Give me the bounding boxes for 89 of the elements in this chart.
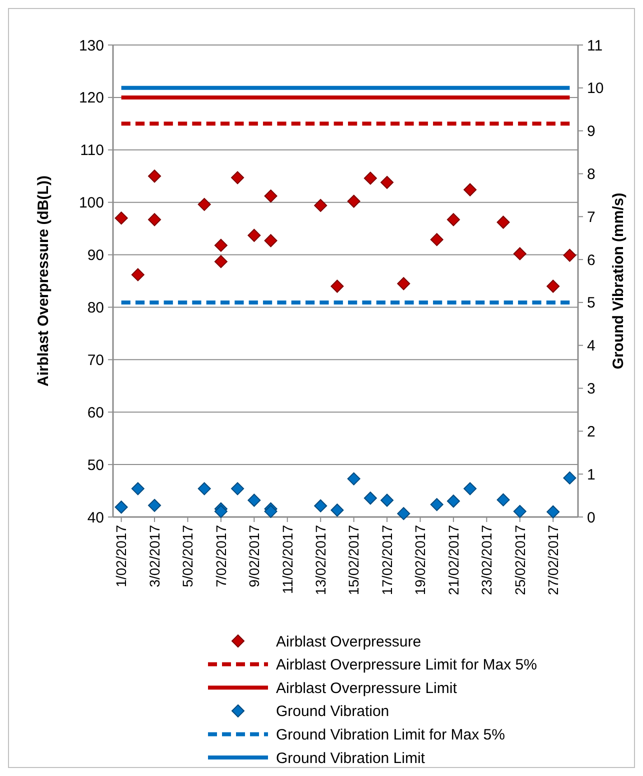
point — [264, 234, 278, 248]
y-tick-label: 70 — [87, 352, 104, 369]
point — [231, 171, 244, 184]
x-tick-label: 9/02/2017 — [246, 524, 262, 588]
point — [563, 248, 576, 262]
y2-axis-title: Ground Vibration (mm/s) — [610, 192, 627, 370]
point — [464, 183, 477, 196]
x-tick-label: 15/02/2017 — [346, 524, 362, 596]
point — [131, 268, 144, 282]
point — [364, 492, 377, 505]
y2-tick-label: 1 — [587, 466, 596, 484]
point — [198, 482, 211, 496]
y-tick-label: 60 — [87, 404, 104, 422]
point — [380, 494, 394, 507]
y2-tick-label: 9 — [587, 123, 596, 140]
y2-tick-label: 0 — [587, 509, 596, 526]
x-tick-label: 19/02/2017 — [412, 524, 428, 596]
point — [148, 498, 162, 512]
point — [496, 216, 510, 229]
point — [563, 471, 576, 484]
x-tick-label: 7/02/2017 — [212, 524, 229, 588]
y-tick-label: 130 — [78, 37, 104, 54]
point — [347, 472, 360, 486]
y2-tick-label: 2 — [587, 423, 596, 440]
point — [496, 493, 510, 506]
x-tick-label: 25/02/2017 — [512, 524, 528, 596]
point — [430, 498, 444, 512]
y-tick-label: 80 — [87, 299, 104, 316]
point — [231, 482, 244, 496]
point — [364, 172, 377, 185]
point — [264, 190, 278, 203]
legend-label: Ground Vibration Limit — [276, 750, 426, 767]
y-tick-label: 110 — [80, 142, 104, 160]
point — [513, 247, 526, 260]
x-tick-label: 23/02/2017 — [478, 524, 495, 596]
y-tick-label: 40 — [87, 509, 104, 526]
legend-label: Airblast Overpressure Limit — [276, 680, 458, 697]
point — [248, 228, 261, 242]
legend-label: Airblast Overpressure Limit for Max 5% — [276, 656, 537, 674]
point — [264, 504, 278, 518]
point — [314, 198, 328, 212]
y2-tick-label: 7 — [587, 208, 596, 226]
point — [148, 213, 162, 226]
legend-label: Ground Vibration — [276, 703, 390, 720]
y-tick-label: 90 — [87, 247, 104, 264]
x-tick-label: 3/02/2017 — [146, 524, 162, 588]
y2-tick-label: 11 — [587, 37, 603, 54]
legend-label: Ground Vibration Limit for Max 5% — [276, 726, 505, 744]
point — [248, 494, 261, 507]
y2-tick-label: 5 — [587, 294, 596, 312]
x-tick-label: 13/02/2017 — [312, 524, 328, 596]
legend-label: Airblast Overpressure — [276, 633, 422, 650]
x-tick-label: 21/02/2017 — [445, 524, 462, 596]
y2-tick-label: 10 — [587, 80, 604, 98]
point — [198, 198, 211, 211]
x-tick-label: 27/02/2017 — [544, 524, 561, 596]
y-tick-label: 50 — [87, 456, 104, 474]
point — [114, 212, 128, 225]
point — [214, 504, 228, 518]
point — [347, 194, 360, 208]
point — [513, 504, 526, 518]
x-tick-label: 17/02/2017 — [378, 524, 395, 596]
x-tick-label: 1/02/2017 — [113, 524, 130, 588]
point — [148, 170, 162, 183]
y-tick-label: 120 — [78, 90, 104, 107]
point — [114, 500, 128, 514]
point — [380, 176, 394, 189]
point — [314, 499, 328, 512]
y-tick-label: 100 — [78, 194, 104, 212]
point — [214, 238, 228, 252]
point — [397, 507, 410, 520]
y2-tick-label: 4 — [587, 338, 596, 355]
x-tick-label: 5/02/2017 — [180, 524, 196, 588]
point — [446, 494, 460, 508]
point — [546, 505, 560, 518]
y2-tick-label: 8 — [587, 166, 596, 183]
point — [546, 280, 560, 293]
point — [330, 280, 344, 293]
point — [430, 233, 444, 246]
point — [214, 255, 228, 268]
y2-tick-label: 6 — [587, 252, 596, 269]
y-axis-title: Airblast Overpressure (dB(L)) — [35, 176, 52, 386]
point — [131, 482, 144, 496]
point — [330, 504, 344, 517]
point — [464, 482, 477, 496]
point — [446, 213, 460, 226]
x-tick-label: 11/02/2017 — [279, 524, 296, 594]
y2-tick-label: 3 — [587, 380, 596, 398]
point — [397, 277, 410, 290]
